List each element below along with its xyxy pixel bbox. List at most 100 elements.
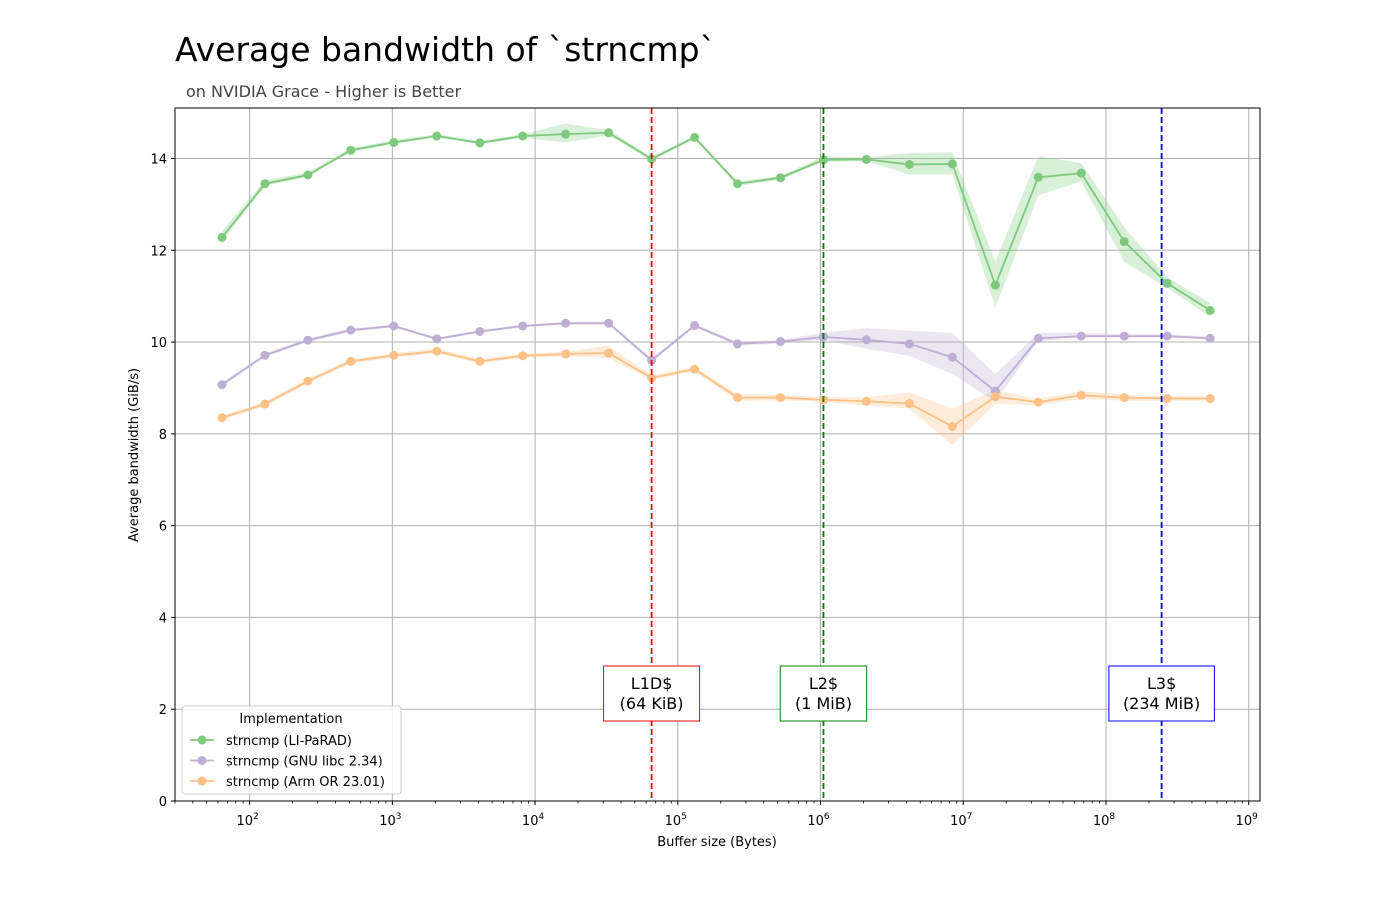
data-point: [432, 334, 442, 344]
data-point: [604, 348, 614, 358]
x-tick-label: 103: [379, 812, 401, 829]
y-tick-label: 2: [159, 703, 167, 718]
confidence-band: [221, 345, 1211, 446]
confidence-band: [221, 321, 1211, 402]
data-point: [475, 138, 485, 148]
y-axis-label: Average bandwidth (GiB/s): [127, 368, 142, 542]
y-tick-label: 0: [159, 795, 167, 810]
y-tick-label: 4: [159, 611, 167, 626]
data-point: [389, 321, 399, 331]
data-point: [518, 321, 528, 331]
data-point: [1033, 333, 1043, 343]
data-point: [904, 159, 914, 169]
data-point: [518, 351, 528, 361]
data-point: [389, 137, 399, 147]
data-point: [1076, 331, 1086, 341]
data-point: [475, 327, 485, 337]
legend-label: strncmp (LI-PaRAD): [226, 734, 352, 749]
cache-label-name: L2$: [809, 674, 838, 693]
x-axis-label: Buffer size (Bytes): [657, 835, 777, 850]
data-point: [1162, 278, 1172, 288]
data-point: [733, 339, 743, 349]
data-point: [1119, 393, 1129, 403]
data-point: [217, 232, 227, 242]
data-point: [990, 280, 1000, 290]
data-point: [733, 393, 743, 403]
legend-swatch-marker: [197, 776, 207, 786]
cache-size-markers: L1D$(64 KiB) L2$(1 MiB) L3$(234 MiB): [603, 108, 1215, 801]
series-line: [221, 350, 1211, 428]
data-point: [432, 131, 442, 141]
series-lines: [217, 128, 1215, 432]
chart-subtitle: on NVIDIA Grace - Higher is Better: [186, 82, 461, 101]
data-point: [346, 145, 356, 155]
data-point: [518, 131, 528, 141]
confidence-bands: [221, 123, 1211, 446]
x-tick-label: 108: [1093, 812, 1116, 829]
data-point: [1119, 237, 1129, 247]
cache-label-size: (1 MiB): [795, 694, 852, 713]
data-point: [861, 396, 871, 406]
data-point: [904, 339, 914, 349]
x-tick-label: 105: [665, 812, 687, 829]
data-point: [690, 321, 700, 331]
data-point: [260, 179, 270, 189]
data-point: [947, 159, 957, 169]
cache-label-box: [603, 665, 701, 722]
data-point: [647, 373, 657, 383]
data-point: [690, 132, 700, 142]
data-point: [776, 337, 786, 347]
cache-label-name: L1D$: [631, 674, 673, 693]
data-point: [861, 335, 871, 345]
legend-swatch-marker: [197, 756, 207, 765]
data-point: [303, 376, 313, 386]
x-tick-label: 109: [1236, 812, 1259, 829]
series-line: [221, 322, 1211, 393]
grid: [175, 108, 1260, 802]
data-point: [260, 350, 270, 360]
cache-label-name: L3$: [1147, 674, 1176, 693]
data-point: [1205, 305, 1215, 315]
data-point: [389, 350, 399, 360]
cache-label-box: [779, 665, 868, 722]
data-point: [1205, 333, 1215, 343]
data-point: [561, 349, 571, 359]
legend-title: Implementation: [239, 712, 342, 727]
data-point: [604, 128, 614, 138]
confidence-band: [221, 123, 1211, 317]
x-tick-label: 107: [950, 812, 972, 829]
data-point: [1076, 390, 1086, 400]
data-point: [990, 392, 1000, 402]
data-point: [303, 170, 313, 180]
data-point: [260, 399, 270, 409]
legend: Implementation strncmp (LI-PaRAD) strncmp…: [181, 705, 402, 795]
data-point: [346, 356, 356, 366]
legend-label: strncmp (GNU libc 2.34): [226, 755, 383, 770]
chart-title: Average bandwidth of `strncmp`: [175, 30, 716, 69]
y-tick-label: 10: [150, 336, 167, 351]
data-point: [1033, 172, 1043, 182]
y-tick-label: 12: [150, 244, 167, 259]
cache-label-size: (234 MiB): [1123, 694, 1200, 713]
data-point: [217, 380, 227, 390]
data-point: [475, 356, 485, 366]
data-point: [733, 179, 743, 189]
data-point: [1162, 331, 1172, 341]
data-point: [861, 154, 871, 164]
data-point: [604, 318, 614, 328]
legend-label: strncmp (Arm OR 23.01): [226, 775, 385, 790]
data-point: [1205, 394, 1215, 404]
data-point: [1119, 331, 1129, 341]
y-tick-label: 6: [159, 520, 167, 535]
cache-label-size: (64 KiB): [620, 694, 684, 713]
y-tick-label: 14: [150, 152, 167, 167]
legend-swatch-marker: [197, 735, 207, 745]
data-point: [346, 325, 356, 335]
legend-box: [181, 705, 402, 795]
data-point: [217, 413, 227, 423]
data-point: [1033, 397, 1043, 407]
data-point: [303, 335, 313, 345]
plot-frame: [174, 107, 1261, 802]
data-point: [776, 393, 786, 403]
